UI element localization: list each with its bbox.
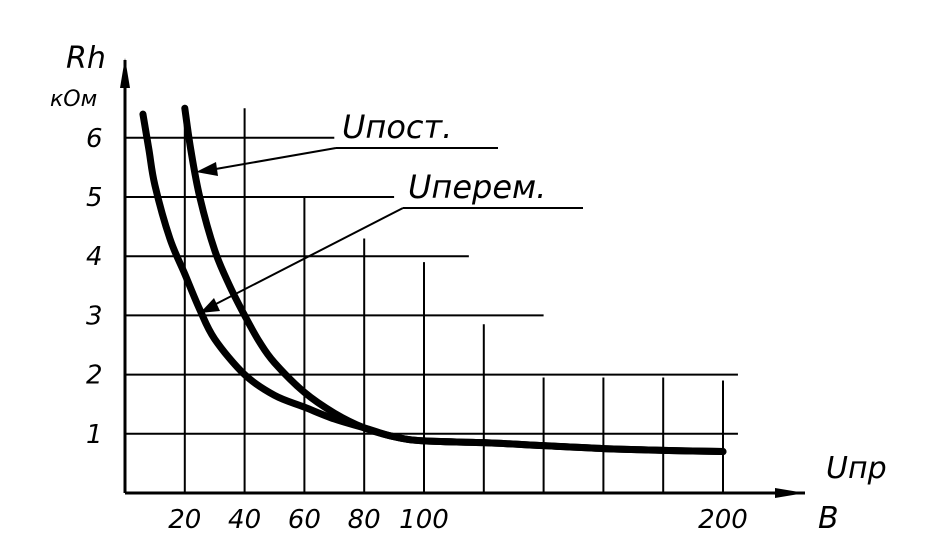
series-label-dc: Uпост. — [342, 108, 452, 146]
y-axis-label: Rh — [66, 41, 106, 76]
leader-line-dc — [209, 147, 337, 171]
grid — [125, 108, 738, 493]
x-tick-label-60: 60 — [288, 505, 321, 535]
leader-arrow-ac — [200, 298, 220, 313]
leader-line-ac — [211, 207, 404, 307]
x-tick-label-40: 40 — [228, 505, 261, 535]
y-axis-unit: кОм — [50, 87, 97, 112]
leader-arrow-dc — [196, 162, 218, 176]
x-tick-label-80: 80 — [348, 505, 381, 535]
y-tick-label-4: 4 — [86, 242, 103, 272]
y-tick-label-6: 6 — [86, 124, 103, 154]
x-tick-label-100: 100 — [399, 505, 449, 535]
curve-ac — [139, 110, 727, 456]
y-axis-arrow — [120, 58, 130, 88]
x-axis-arrow — [775, 488, 805, 498]
axes — [120, 58, 805, 498]
x-axis-label: Uпр — [826, 451, 887, 486]
curves — [139, 104, 727, 456]
labels: Rh кОм Uпр В Uпост. Uперем. 1 2 3 4 5 6 20 40 60… — [50, 41, 887, 536]
x-tick-label-20: 20 — [168, 505, 201, 535]
y-tick-label-2: 2 — [86, 361, 103, 391]
x-tick-label-200: 200 — [698, 505, 748, 535]
series-label-ac: Uперем. — [408, 168, 546, 206]
y-tick-label-3: 3 — [86, 301, 103, 331]
y-tick-label-5: 5 — [86, 183, 103, 213]
y-tick-label-1: 1 — [86, 420, 103, 450]
x-axis-unit: В — [818, 501, 839, 536]
